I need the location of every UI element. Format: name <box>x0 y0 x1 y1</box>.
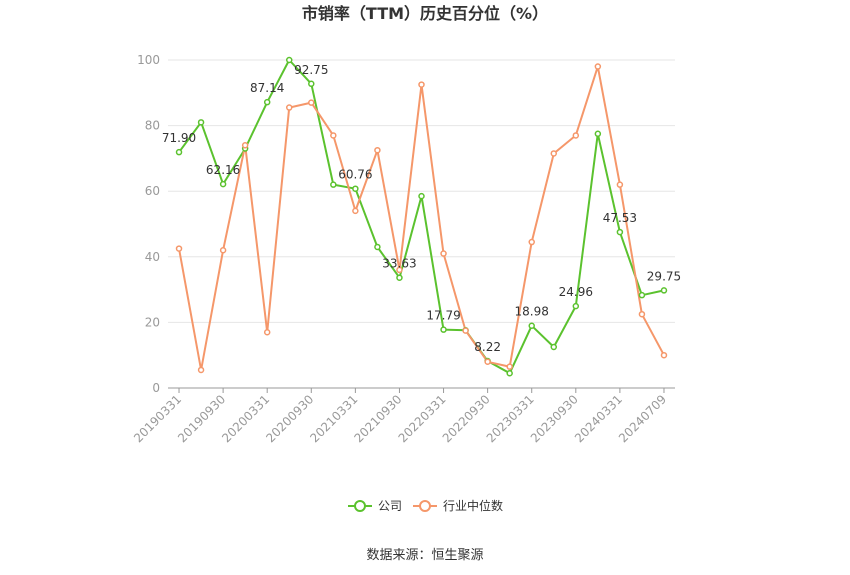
data-point-1 <box>616 181 624 188</box>
legend-marker-industry-median <box>419 500 431 512</box>
data-labels: 71.90 62.16 87.14 92.75 60.76 33.63 17.79 8.22 1… <box>162 63 681 354</box>
data-point-1 <box>594 63 602 70</box>
y-tick-label: 60 <box>145 184 160 198</box>
y-tick-label: 20 <box>145 315 160 329</box>
data-point-1 <box>285 104 293 111</box>
data-label: 18.98 <box>515 305 549 319</box>
data-point-1 <box>572 132 580 139</box>
data-point-1 <box>374 146 381 154</box>
y-tick-label: 80 <box>145 119 160 133</box>
data-point-1 <box>528 238 535 246</box>
data-point-1 <box>308 99 315 106</box>
legend-item-company[interactable]: 公司 <box>348 499 402 513</box>
y-tick-label: 100 <box>137 53 160 67</box>
data-label: 8.22 <box>474 340 501 354</box>
data-point-0 <box>418 192 425 200</box>
y-tick-label: 0 <box>152 381 160 395</box>
series-lines <box>178 59 665 375</box>
series-points <box>175 56 668 377</box>
data-label: 33.63 <box>382 257 416 271</box>
data-label: 24.96 <box>559 285 593 299</box>
data-point-0 <box>330 181 337 188</box>
data-point-0 <box>285 56 293 64</box>
data-point-0 <box>594 130 602 138</box>
data-point-0 <box>440 326 447 333</box>
source-note: 数据来源：恒生聚源 <box>366 548 483 563</box>
data-point-1 <box>263 328 271 336</box>
legend: 公司 行业中位数 <box>348 498 503 513</box>
data-point-1 <box>241 142 249 149</box>
data-point-1 <box>175 245 183 252</box>
data-label: 71.90 <box>162 131 196 145</box>
data-point-0 <box>506 369 513 377</box>
data-point-1 <box>638 310 646 318</box>
data-point-1 <box>550 150 558 157</box>
data-point-0 <box>219 180 227 188</box>
legend-item-industry-median[interactable]: 行业中位数 <box>413 498 503 513</box>
data-label: 92.75 <box>294 63 328 77</box>
data-point-1 <box>462 327 469 334</box>
data-label: 29.75 <box>647 269 681 283</box>
legend-marker-company <box>354 500 366 512</box>
data-point-0 <box>528 322 535 329</box>
data-point-1 <box>197 366 205 374</box>
data-point-1 <box>352 207 359 215</box>
gridlines <box>168 59 675 323</box>
series-line-0 <box>178 59 665 375</box>
data-point-0 <box>197 119 205 126</box>
data-point-0 <box>550 343 558 351</box>
data-point-1 <box>506 363 513 370</box>
data-point-0 <box>175 148 183 156</box>
data-point-1 <box>219 246 227 254</box>
chart-title: 市销率（TTM）历史百分位（%） <box>302 4 548 23</box>
data-point-0 <box>616 228 624 236</box>
data-label: 62.16 <box>206 163 240 177</box>
data-point-0 <box>308 80 315 88</box>
data-point-0 <box>263 98 271 106</box>
x-axis: 2019033120190930202003312020093020210331… <box>131 387 675 445</box>
data-label: 17.79 <box>426 309 460 323</box>
data-point-1 <box>484 358 491 366</box>
data-label: 47.53 <box>603 211 637 225</box>
y-tick-label: 40 <box>145 250 160 264</box>
data-point-1 <box>330 132 337 139</box>
data-point-1 <box>396 266 403 274</box>
y-axis: 0 20 40 60 80 100 <box>137 53 160 395</box>
data-point-0 <box>396 274 403 281</box>
data-label: 60.76 <box>338 168 372 182</box>
legend-label-industry-median: 行业中位数 <box>443 498 503 513</box>
legend-label-company: 公司 <box>378 499 402 513</box>
data-point-1 <box>440 250 447 257</box>
data-point-1 <box>660 351 668 359</box>
data-point-0 <box>352 185 359 192</box>
data-label: 87.14 <box>250 81 284 95</box>
data-point-1 <box>418 81 425 88</box>
data-point-0 <box>660 287 668 294</box>
x-tick-label: 20240709 <box>616 392 669 445</box>
series-line-1 <box>178 65 665 371</box>
data-point-0 <box>374 243 381 251</box>
data-point-0 <box>572 302 580 310</box>
data-point-0 <box>638 291 646 299</box>
